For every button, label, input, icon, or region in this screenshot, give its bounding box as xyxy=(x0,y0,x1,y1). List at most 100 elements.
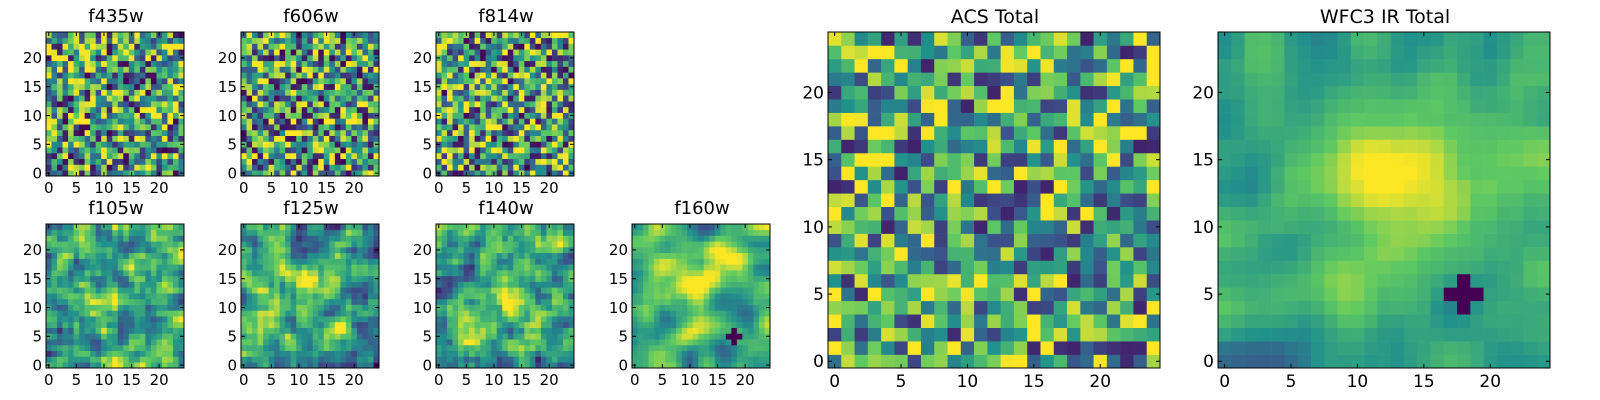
heatmap-cell xyxy=(246,293,253,300)
heatmap-cell xyxy=(101,55,108,62)
heatmap-cell xyxy=(268,293,275,300)
heatmap-cell xyxy=(62,333,69,340)
heatmap-cell xyxy=(458,49,464,56)
heatmap-cell xyxy=(95,83,102,90)
heatmap-cell xyxy=(90,281,96,288)
heatmap-cell xyxy=(485,164,492,171)
heatmap-cell xyxy=(134,258,141,265)
heatmap-cell xyxy=(263,118,269,125)
heatmap-cell xyxy=(758,287,765,294)
heatmap-cell xyxy=(703,350,710,357)
heatmap-cell xyxy=(709,293,716,300)
heatmap-cell xyxy=(340,112,347,119)
heatmap-cell xyxy=(551,344,558,352)
heatmap-cell xyxy=(145,339,152,346)
heatmap-cell xyxy=(156,83,163,90)
heatmap-cell xyxy=(307,304,314,311)
heatmap-cell xyxy=(987,193,1001,208)
heatmap-cell xyxy=(474,83,481,90)
heatmap-cell xyxy=(296,293,303,300)
heatmap-cell xyxy=(670,241,677,248)
heatmap-cell xyxy=(947,260,962,275)
heatmap-cell xyxy=(68,293,74,300)
heatmap-cell xyxy=(334,66,341,73)
heatmap-cell xyxy=(1120,179,1134,194)
heatmap-cell xyxy=(145,327,152,334)
heatmap-cell xyxy=(268,49,275,56)
heatmap-cell xyxy=(463,344,470,352)
heatmap-cell xyxy=(356,281,363,288)
heatmap-cell xyxy=(758,241,765,248)
heatmap-cell xyxy=(46,118,52,125)
heatmap-cell xyxy=(841,220,855,234)
heatmap-cell xyxy=(290,298,297,305)
heatmap-cell xyxy=(960,273,975,288)
heatmap-cell xyxy=(1053,206,1068,221)
heatmap-cell xyxy=(285,158,291,165)
panel-f105w: f105w 0 5 10 15 20 0 5 10 15 20 xyxy=(23,198,186,389)
heatmap-cell xyxy=(1067,166,1081,181)
heatmap-cell xyxy=(458,264,464,271)
heatmap-cell xyxy=(507,129,514,136)
heatmap-cell xyxy=(747,350,754,357)
heatmap-cell xyxy=(714,298,721,305)
heatmap-cell xyxy=(318,32,325,39)
heatmap-cell xyxy=(307,118,314,125)
heatmap-cell xyxy=(637,247,644,254)
heatmap-cell xyxy=(551,112,558,119)
heatmap-cell xyxy=(345,321,352,328)
heatmap-cell xyxy=(1000,300,1015,315)
heatmap-cell xyxy=(117,118,124,125)
heatmap-cell xyxy=(764,356,771,363)
heatmap-cell xyxy=(907,354,922,369)
heatmap-cell xyxy=(546,344,553,352)
heatmap-cell xyxy=(551,356,558,363)
heatmap-cell xyxy=(535,224,542,231)
heatmap-cell xyxy=(340,72,347,79)
heatmap-cell xyxy=(62,293,69,300)
heatmap-cell xyxy=(84,281,91,288)
heatmap-cell xyxy=(562,333,569,340)
heatmap-cell xyxy=(57,78,63,85)
heatmap-cell xyxy=(334,310,341,317)
heatmap-cell xyxy=(51,55,58,62)
heatmap-cell xyxy=(150,147,157,154)
heatmap-cell xyxy=(1120,193,1134,208)
heatmap-cell xyxy=(134,170,141,177)
heatmap-cell xyxy=(117,350,124,357)
heatmap-cell xyxy=(51,252,58,259)
y-tick-label: 20 xyxy=(609,241,628,259)
heatmap-cell xyxy=(123,60,130,67)
heatmap-cell xyxy=(112,37,119,44)
heatmap-cell xyxy=(301,327,308,334)
heatmap-cell xyxy=(367,258,374,265)
heatmap-cell xyxy=(469,129,475,136)
heatmap-cell xyxy=(518,293,525,300)
heatmap-cell xyxy=(172,124,179,131)
heatmap-cell xyxy=(485,106,492,113)
heatmap-cell xyxy=(301,235,308,242)
heatmap-cell xyxy=(62,264,69,271)
heatmap-cell xyxy=(709,356,716,363)
heatmap-cell xyxy=(731,270,738,277)
heatmap-cell xyxy=(960,193,975,208)
heatmap-cell xyxy=(252,83,258,90)
heatmap-cell xyxy=(524,350,531,357)
heatmap-cell xyxy=(535,158,542,165)
heatmap-cell xyxy=(546,287,553,294)
heatmap-cell xyxy=(480,321,486,328)
heatmap-cell xyxy=(362,89,369,96)
heatmap-cell xyxy=(139,327,146,334)
heatmap-cell xyxy=(123,304,130,311)
heatmap-cell xyxy=(307,72,314,79)
heatmap-cell xyxy=(654,344,660,352)
heatmap-cell xyxy=(1040,193,1055,208)
heatmap-cell xyxy=(340,247,347,254)
heatmap-cell xyxy=(458,141,464,148)
heatmap-cell xyxy=(524,287,531,294)
heatmap-cell xyxy=(340,327,347,334)
heatmap-cell xyxy=(643,304,649,311)
heatmap-cell xyxy=(329,164,336,171)
heatmap-cell xyxy=(117,135,124,142)
heatmap-cell xyxy=(318,258,325,265)
